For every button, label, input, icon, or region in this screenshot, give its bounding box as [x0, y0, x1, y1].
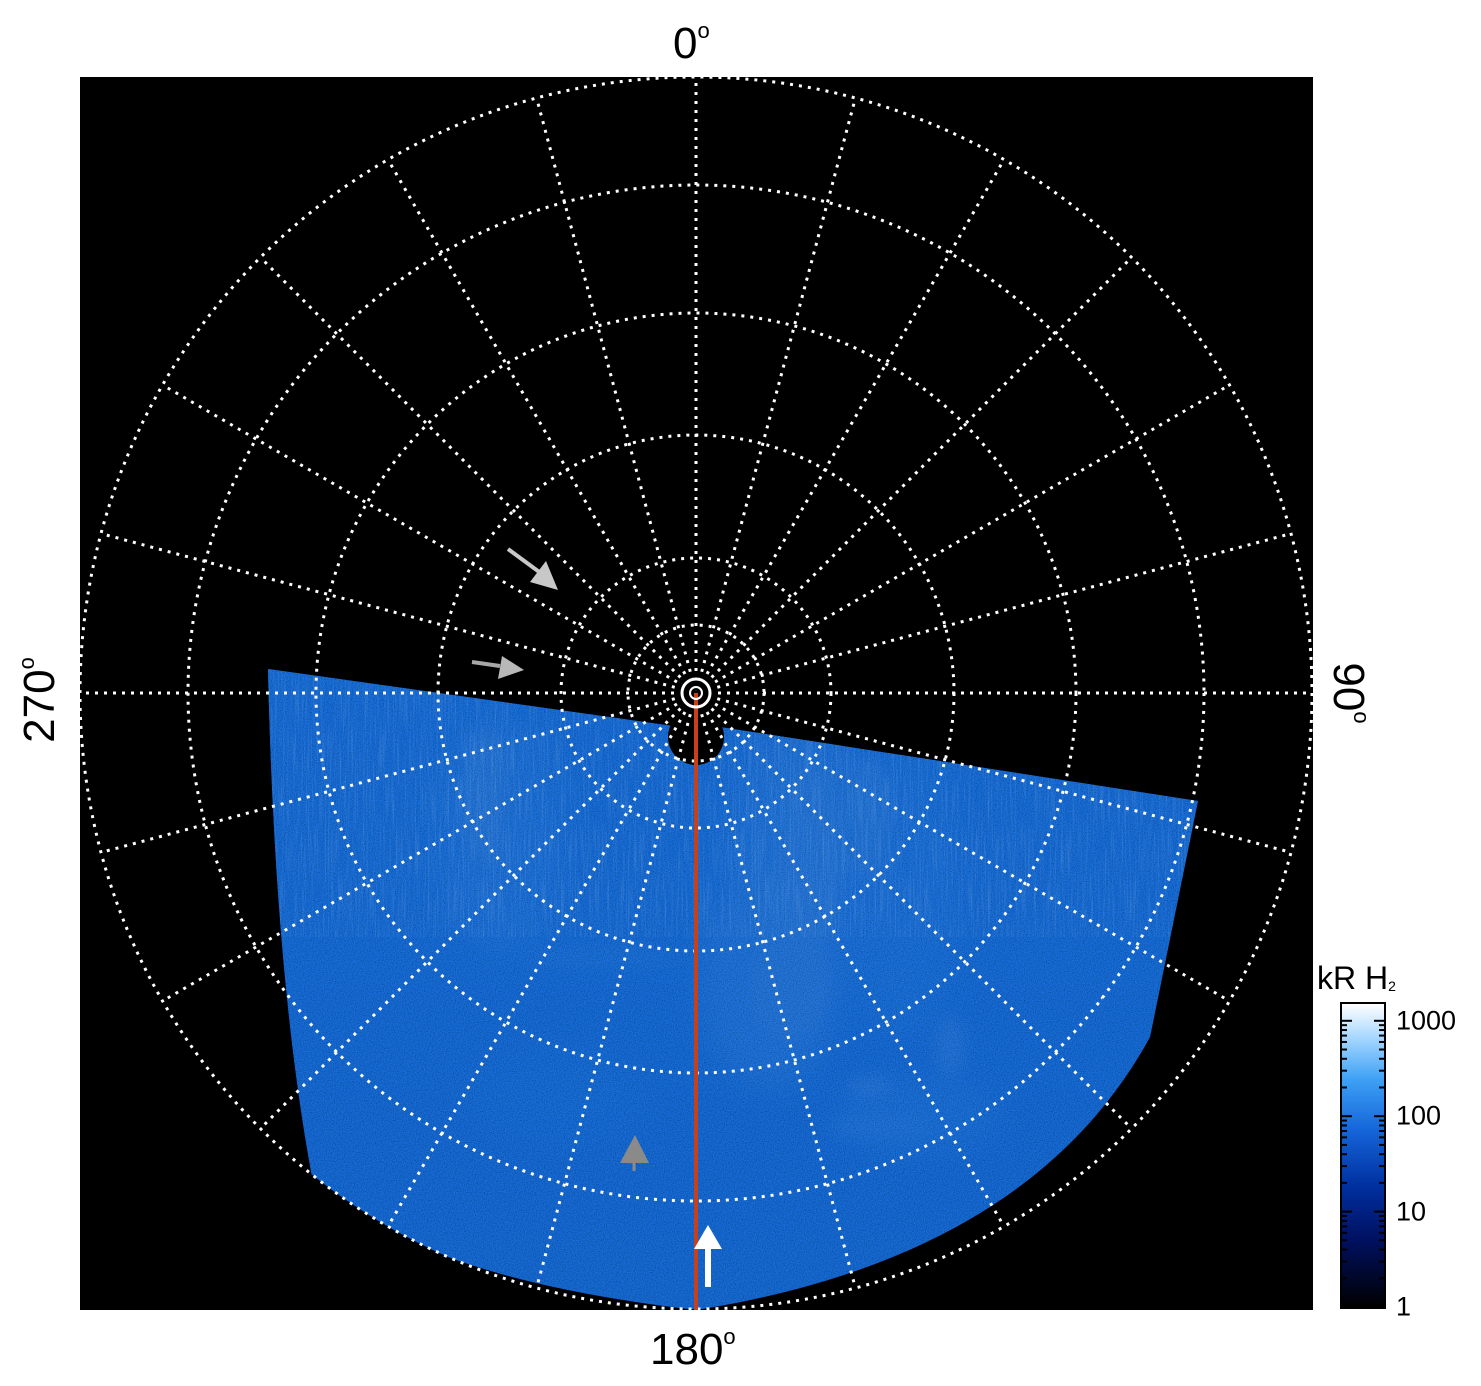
- latitude-circle: [78, 75, 1314, 1311]
- dark-grey-arrow-icon: [620, 1135, 649, 1171]
- longitude-line: [710, 707, 1133, 1130]
- longitude-line: [386, 158, 687, 675]
- longitude-line: [535, 97, 692, 673]
- grey-arrow-icon: [506, 547, 558, 590]
- label-0-deg: 0o: [673, 18, 710, 68]
- colorbar: [1340, 1002, 1386, 1309]
- longitude-line: [705, 158, 1006, 675]
- longitude-line: [710, 256, 1133, 679]
- colorbar-ticks: [1342, 1019, 1384, 1307]
- colorbar-tick-label: 10: [1396, 1196, 1427, 1227]
- longitude-line: [716, 697, 1292, 854]
- grey-arrow-icon: [471, 656, 524, 679]
- label-270-deg: 270o: [14, 657, 64, 743]
- white-arrow-icon: [694, 1225, 722, 1287]
- longitude-line: [100, 532, 676, 689]
- latitude-circle: [559, 556, 833, 830]
- longitude-line: [259, 707, 682, 1130]
- label-180-deg: 180o: [650, 1324, 736, 1374]
- longitude-line: [700, 97, 857, 673]
- colorbar-tick-label: 100: [1396, 1100, 1442, 1131]
- longitude-line: [259, 256, 682, 679]
- polar-map-svg: [78, 75, 1314, 1311]
- longitude-line: [386, 711, 687, 1228]
- longitude-line: [100, 697, 676, 854]
- longitude-line: [535, 713, 692, 1289]
- colorbar-tick-label: 1: [1396, 1291, 1412, 1322]
- longitude-line: [161, 383, 678, 684]
- longitude-line: [716, 532, 1292, 689]
- polar-projection-image: [78, 75, 1314, 1311]
- colorbar-title: kR H2: [1317, 960, 1396, 996]
- colorbar-tick-label: 1000: [1396, 1005, 1457, 1036]
- longitude-line: [714, 702, 1231, 1003]
- pole-circle-icon: [680, 677, 712, 709]
- longitude-line: [161, 702, 678, 1003]
- longitude-line: [700, 713, 857, 1289]
- longitude-line: [714, 383, 1231, 684]
- lat-lon-grid: [78, 75, 1314, 1311]
- longitude-line: [705, 711, 1006, 1228]
- label-90-deg: 90o: [1324, 662, 1374, 724]
